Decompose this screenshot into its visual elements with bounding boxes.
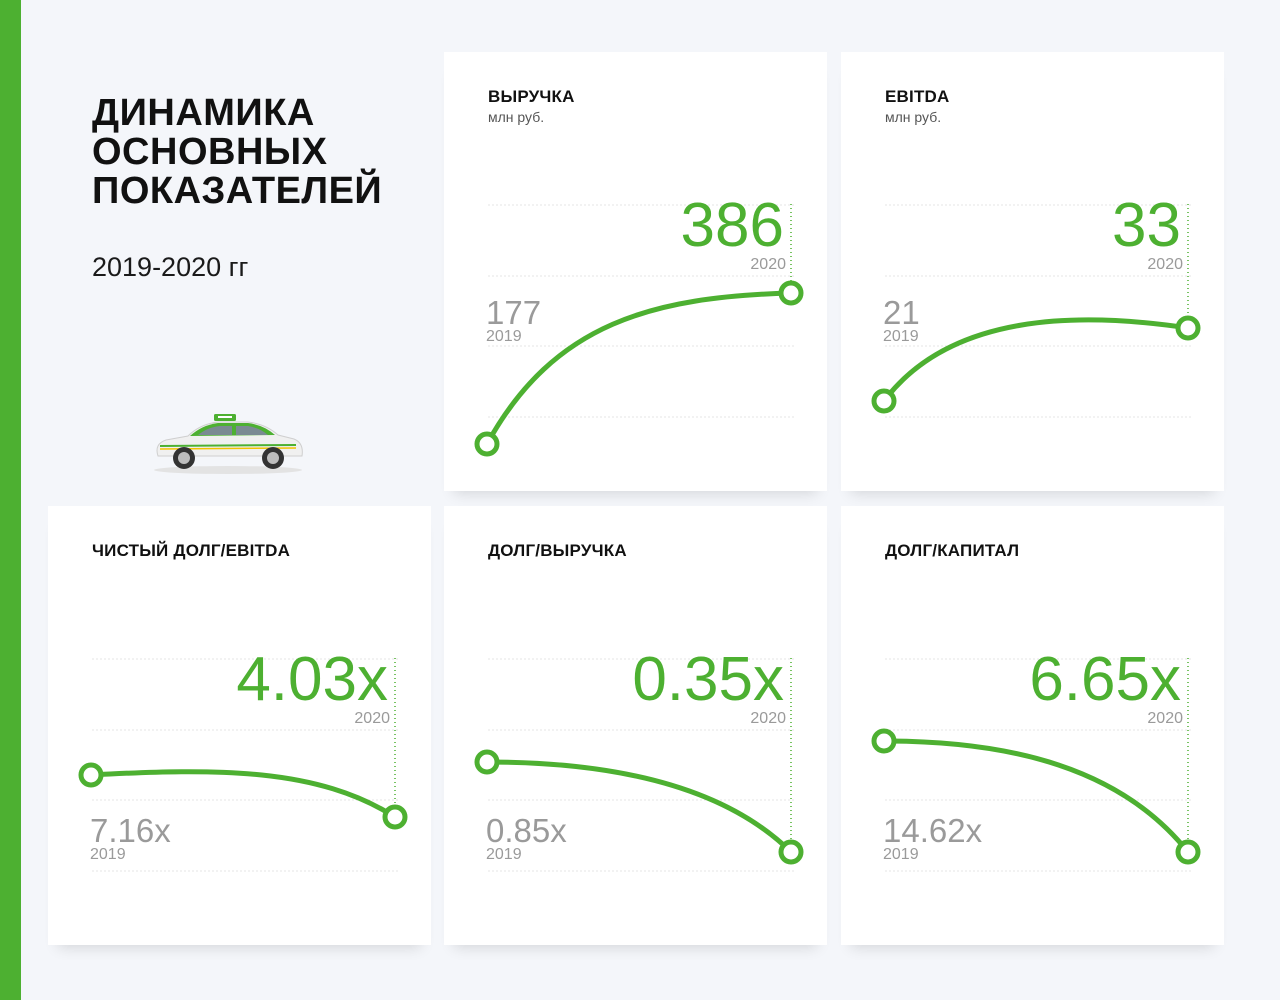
year-label-2019: 2019 <box>90 846 126 863</box>
point-2019 <box>871 388 897 414</box>
year-label-2020: 2020 <box>354 710 390 727</box>
card-title: ДОЛГ/КАПИТАЛ <box>885 541 1020 560</box>
year-label-2019: 2019 <box>486 328 522 345</box>
value-label-2019: 177 <box>486 294 541 331</box>
year-label-2019: 2019 <box>486 846 522 863</box>
taxi-car-icon <box>154 414 303 474</box>
value-label-2019: 14.62x <box>883 812 983 849</box>
page-title: ДИНАМИКА ОСНОВНЫХ ПОКАЗАТЕЛЕЙ <box>92 94 382 211</box>
net-debt-ebitda-chart: 4.03x 2020 7.16x 2019 <box>78 645 408 872</box>
card-title: ВЫРУЧКА <box>488 87 575 106</box>
year-label-2020: 2020 <box>1147 710 1183 727</box>
revenue-chart: 386 2020 177 2019 <box>474 191 804 457</box>
debt-equity-chart: 6.65x 2020 14.62x 2019 <box>871 645 1201 872</box>
card-debt-equity: ДОЛГ/КАПИТАЛ 6.65x 2020 14.62x 2019 <box>841 506 1224 945</box>
title-line-1: ДИНАМИКА <box>92 92 315 134</box>
value-label-2020: 4.03x <box>236 645 388 714</box>
card-ebitda: EBITDA млн руб. 33 2020 21 2019 <box>841 52 1224 491</box>
series-line <box>486 759 793 854</box>
series-line <box>484 290 792 446</box>
point-2019 <box>871 728 897 754</box>
year-label-2019: 2019 <box>883 846 919 863</box>
left-accent-bar <box>0 0 21 1000</box>
value-label-2019: 7.16x <box>90 812 171 849</box>
point-2019 <box>474 431 500 457</box>
year-label-2020: 2020 <box>750 256 786 273</box>
year-label-2019: 2019 <box>883 328 919 345</box>
point-2019 <box>78 762 104 788</box>
card-title: ДОЛГ/ВЫРУЧКА <box>488 541 627 560</box>
grid-lines <box>885 658 1191 872</box>
card-unit: млн руб. <box>885 109 942 125</box>
value-label-2020: 6.65x <box>1029 645 1181 714</box>
grid-lines <box>92 658 398 872</box>
value-label-2020: 0.35x <box>632 645 784 714</box>
point-2020 <box>382 804 408 830</box>
value-label-2020: 33 <box>1112 191 1181 260</box>
ebitda-chart: 33 2020 21 2019 <box>871 191 1201 418</box>
grid-lines <box>488 658 794 872</box>
value-label-2019: 0.85x <box>486 812 567 849</box>
card-title: EBITDA <box>885 87 950 106</box>
series-line <box>882 317 1189 403</box>
card-debt-revenue: ДОЛГ/ВЫРУЧКА 0.35x 2020 0.85x 2019 <box>444 506 827 945</box>
year-label-2020: 2020 <box>750 710 786 727</box>
card-title: ЧИСТЫЙ ДОЛГ/EBITDA <box>92 541 291 560</box>
card-net-debt-ebitda: ЧИСТЫЙ ДОЛГ/EBITDA 4.03x 2020 7.16x 2019 <box>48 506 431 945</box>
debt-revenue-chart: 0.35x 2020 0.85x 2019 <box>474 645 804 872</box>
grid-lines <box>488 204 794 418</box>
card-revenue: ВЫРУЧКА млн руб. 386 2020 177 2019 <box>444 52 827 491</box>
point-2020 <box>1175 839 1201 865</box>
title-line-2: ОСНОВНЫХ <box>92 131 328 173</box>
card-unit: млн руб. <box>488 109 545 125</box>
series-line <box>883 738 1190 854</box>
point-2020 <box>778 280 804 306</box>
point-2019 <box>474 749 500 775</box>
year-label-2020: 2020 <box>1147 256 1183 273</box>
point-2020 <box>778 839 804 865</box>
period-label: 2019-2020 гг <box>92 252 249 282</box>
title-line-3: ПОКАЗАТЕЛЕЙ <box>92 170 383 212</box>
grid-lines <box>885 204 1191 418</box>
value-label-2019: 21 <box>883 294 920 331</box>
series-line <box>90 769 397 820</box>
point-2020 <box>1175 315 1201 341</box>
value-label-2020: 386 <box>681 191 784 260</box>
